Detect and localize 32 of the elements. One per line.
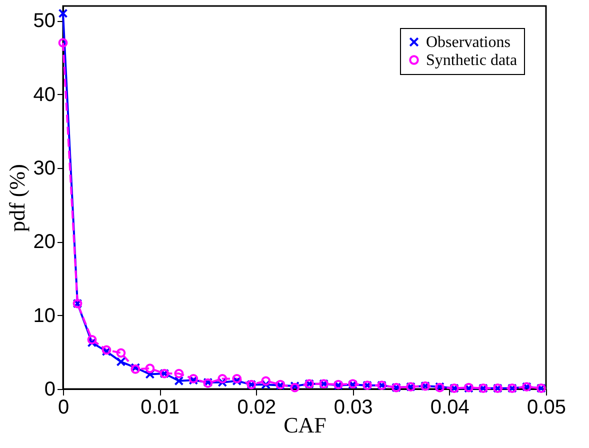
point xyxy=(145,370,155,379)
point xyxy=(261,380,271,390)
y-tick-label: 0 xyxy=(44,378,56,400)
point xyxy=(174,376,184,386)
point xyxy=(58,8,68,18)
y-tick-label: 40 xyxy=(33,84,56,106)
x-tick-label: 0.02 xyxy=(237,396,276,418)
y-tick-label: 50 xyxy=(33,10,56,32)
point xyxy=(58,38,68,48)
point xyxy=(87,334,97,344)
point xyxy=(87,338,97,348)
x-axis-title: CAF xyxy=(284,412,326,438)
point xyxy=(116,348,126,358)
point xyxy=(232,376,242,386)
x-tick-label: 0.04 xyxy=(430,396,470,418)
point xyxy=(218,374,228,384)
x-tick-label: 0 xyxy=(58,396,70,418)
point xyxy=(218,378,228,388)
point xyxy=(116,357,126,366)
x-tick-label: 0.05 xyxy=(527,396,566,418)
point xyxy=(232,374,242,384)
point xyxy=(174,368,184,378)
point xyxy=(145,364,155,374)
y-tick-label: 10 xyxy=(33,304,56,327)
legend-label: Observations xyxy=(426,34,510,51)
y-tick-label: 30 xyxy=(33,158,56,180)
legend-label: Synthetic data xyxy=(426,52,518,69)
y-tick-label: 20 xyxy=(33,231,56,254)
x-tick-label: 0.03 xyxy=(334,396,373,418)
x-tick-label: 0.01 xyxy=(140,396,180,418)
y-axis-title: pdf (%) xyxy=(4,164,30,232)
point xyxy=(261,376,271,386)
